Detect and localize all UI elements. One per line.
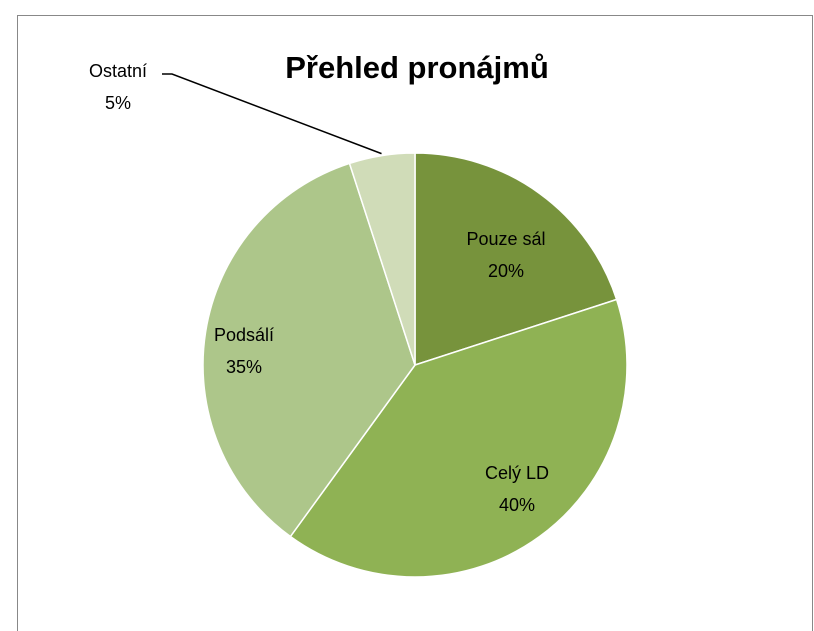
slice-value-label: 5% bbox=[105, 93, 131, 113]
pie bbox=[202, 152, 628, 578]
slice-value-label: 40% bbox=[499, 495, 535, 515]
slice-label: Ostatní bbox=[89, 61, 147, 81]
leader-line bbox=[162, 73, 382, 155]
slice-label: Celý LD bbox=[485, 463, 549, 483]
pie-slice bbox=[414, 152, 618, 367]
slice-value-label: 20% bbox=[488, 261, 524, 281]
pie-slice bbox=[289, 298, 628, 578]
slice-label: Podsálí bbox=[214, 325, 274, 345]
slice-value-label: 35% bbox=[226, 357, 262, 377]
chart-frame bbox=[17, 15, 813, 631]
slice-label: Pouze sál bbox=[466, 229, 545, 249]
pie-slice bbox=[202, 162, 416, 538]
chart-title: Přehled pronájmů bbox=[285, 50, 549, 85]
pie-slice bbox=[348, 152, 416, 366]
